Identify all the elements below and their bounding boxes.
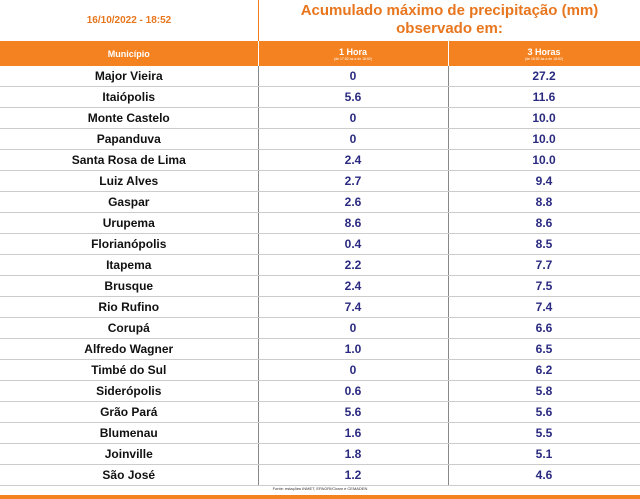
cell-value: 6.6 — [448, 317, 640, 339]
cell-value: 5.5 — [448, 422, 640, 444]
cell-value: 0 — [258, 317, 449, 339]
cell-municipality: Itaiópolis — [0, 86, 259, 108]
cell-value: 2.2 — [258, 254, 449, 276]
cell-municipality: Florianópolis — [0, 233, 259, 255]
table-row: Luiz Alves 2.7 9.4 — [0, 170, 640, 192]
cell-municipality: Santa Rosa de Lima — [0, 149, 259, 171]
title: Acumulado máximo de precipitação (mm) ob… — [259, 2, 640, 38]
column-note: (de 15:52 às a de 18:52) — [524, 56, 564, 61]
column-header: 3 Horas (de 15:52 às a de 18:52) — [448, 41, 640, 66]
table-row: Blumenau 1.6 5.5 — [0, 422, 640, 444]
cell-value: 0 — [258, 359, 449, 381]
cell-value: 2.4 — [258, 275, 449, 297]
cell-municipality: Grão Pará — [0, 401, 259, 423]
cell-value: 5.6 — [258, 401, 449, 423]
table-row: Gaspar 2.6 8.8 — [0, 191, 640, 213]
cell-municipality: Papanduva — [0, 128, 259, 150]
cell-value: 0 — [258, 66, 449, 87]
cell-municipality: Joinville — [0, 443, 259, 465]
column-label: 3 Horas — [527, 46, 561, 57]
cell-municipality: Corupá — [0, 317, 259, 339]
cell-municipality: Urupema — [0, 212, 259, 234]
header-row: Município 1 Hora (de 17:52 às a de 18:52) 3… — [0, 41, 640, 66]
cell-value: 4.6 — [448, 464, 640, 486]
cell-value: 27.2 — [448, 66, 640, 87]
cell-municipality: São José — [0, 464, 259, 486]
cell-municipality: Brusque — [0, 275, 259, 297]
cell-value: 8.6 — [258, 212, 449, 234]
table-body: Major Vieira 0 27.2 Itaiópolis 5.6 11.6 Monte … — [0, 66, 640, 486]
cell-value: 0.4 — [258, 233, 449, 255]
cell-value: 10.0 — [448, 149, 640, 171]
cell-municipality: Rio Rufino — [0, 296, 259, 318]
cell-value: 11.6 — [448, 86, 640, 108]
cell-value: 0 — [258, 128, 449, 150]
cell-value: 10.0 — [448, 107, 640, 129]
bottom-strip — [0, 495, 640, 499]
cell-value: 1.6 — [258, 422, 449, 444]
table-row: Brusque 2.4 7.5 — [0, 275, 640, 297]
cell-value: 10.0 — [448, 128, 640, 150]
cell-value: 5.6 — [448, 401, 640, 423]
cell-value: 1.8 — [258, 443, 449, 465]
table-row: Corupá 0 6.6 — [0, 317, 640, 339]
cell-municipality: Siderópolis — [0, 380, 259, 402]
cell-municipality: Alfredo Wagner — [0, 338, 259, 360]
cell-value: 7.4 — [448, 296, 640, 318]
source: Fonte: estações INMET, EPAGRI/Ciram e CE… — [272, 486, 368, 491]
table-row: Timbé do Sul 0 6.2 — [0, 359, 640, 381]
title-line: observado em: — [396, 20, 503, 37]
timestamp: 16/10/2022 - 18:52 — [0, 0, 259, 41]
table-row: Grão Pará 5.6 5.6 — [0, 401, 640, 423]
cell-municipality: Luiz Alves — [0, 170, 259, 192]
table-row: São José 1.2 4.6 — [0, 464, 640, 486]
cell-value: 5.6 — [258, 86, 449, 108]
table-row: Urupema 8.6 8.6 — [0, 212, 640, 234]
cell-value: 7.4 — [258, 296, 449, 318]
column-header: Município — [0, 41, 259, 66]
cell-municipality: Major Vieira — [0, 66, 259, 87]
cell-municipality: Monte Castelo — [0, 107, 259, 129]
cell-value: 6.2 — [448, 359, 640, 381]
cell-value: 5.8 — [448, 380, 640, 402]
table-row: Major Vieira 0 27.2 — [0, 66, 640, 87]
cell-value: 2.6 — [258, 191, 449, 213]
cell-value: 9.4 — [448, 170, 640, 192]
cell-value: 6.5 — [448, 338, 640, 360]
cell-value: 7.7 — [448, 254, 640, 276]
cell-value: 8.6 — [448, 212, 640, 234]
cell-value: 0.6 — [258, 380, 449, 402]
cell-value: 2.7 — [258, 170, 449, 192]
table: Município 1 Hora (de 17:52 às a de 18:52) 3… — [0, 41, 640, 486]
table-row: Monte Castelo 0 10.0 — [0, 107, 640, 129]
table-row: Joinville 1.8 5.1 — [0, 443, 640, 465]
table-row: Santa Rosa de Lima 2.4 10.0 — [0, 149, 640, 171]
column-label: 1 Hora — [338, 46, 367, 57]
cell-value: 5.1 — [448, 443, 640, 465]
table-row: Alfredo Wagner 1.0 6.5 — [0, 338, 640, 360]
table-row: Papanduva 0 10.0 — [0, 128, 640, 150]
title-line: Acumulado máximo de precipitação (mm) — [300, 2, 599, 19]
cell-municipality: Blumenau — [0, 422, 259, 444]
cell-value: 1.2 — [258, 464, 449, 486]
cell-value: 7.5 — [448, 275, 640, 297]
cell-value: 0 — [258, 107, 449, 129]
header: 16/10/2022 - 18:52 Acumulado máximo de p… — [0, 0, 640, 43]
cell-municipality: Gaspar — [0, 191, 259, 213]
column-note: (de 17:52 às a de 18:52) — [333, 56, 373, 61]
cell-municipality: Itapema — [0, 254, 259, 276]
cell-value: 8.5 — [448, 233, 640, 255]
cell-value: 8.8 — [448, 191, 640, 213]
table-row: Florianópolis 0.4 8.5 — [0, 233, 640, 255]
cell-value: 1.0 — [258, 338, 449, 360]
column-header: 1 Hora (de 17:52 às a de 18:52) — [258, 41, 449, 66]
table-row: Siderópolis 0.6 5.8 — [0, 380, 640, 402]
table-row: Itapema 2.2 7.7 — [0, 254, 640, 276]
column-label: Município — [107, 48, 150, 59]
cell-value: 2.4 — [258, 149, 449, 171]
table-row: Rio Rufino 7.4 7.4 — [0, 296, 640, 318]
cell-municipality: Timbé do Sul — [0, 359, 259, 381]
table-row: Itaiópolis 5.6 11.6 — [0, 86, 640, 108]
